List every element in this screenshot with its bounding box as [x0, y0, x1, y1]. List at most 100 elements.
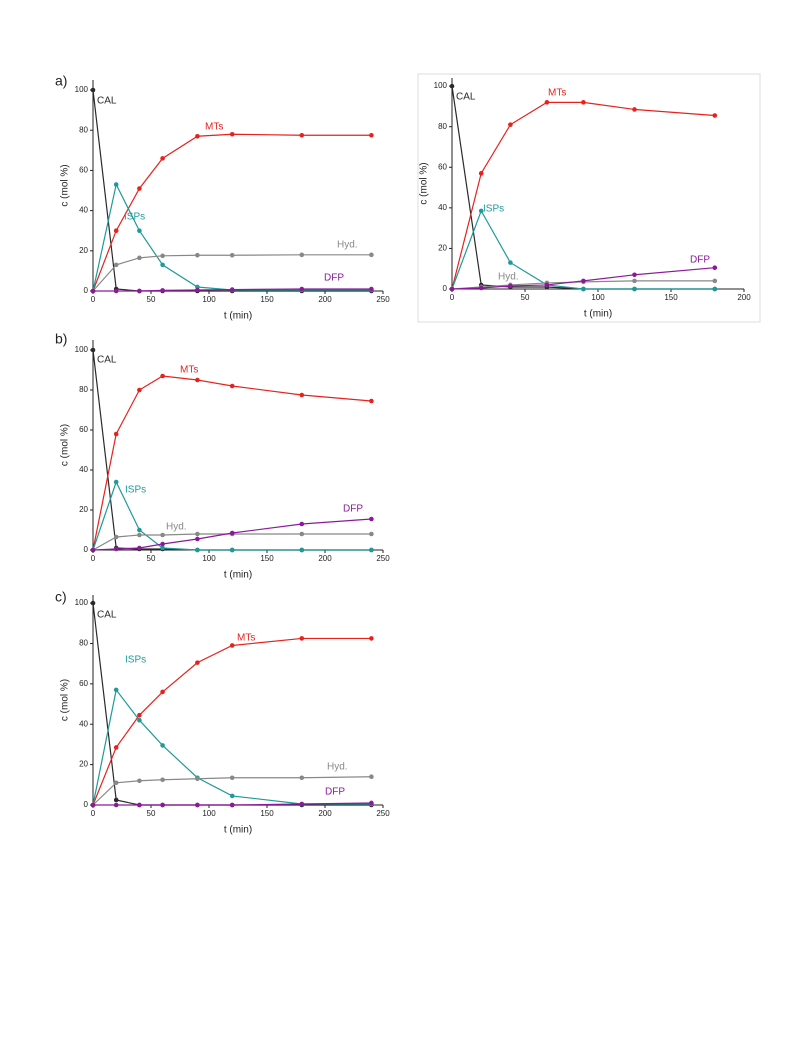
panel-label: b) [55, 331, 67, 347]
series-line [92, 603, 372, 806]
x-tick-label: 50 [147, 295, 156, 304]
y-axis-title: c (mol %) [60, 164, 71, 206]
series-label: Hyd. [166, 522, 187, 533]
data-point [195, 547, 200, 553]
data-point [299, 801, 305, 807]
data-point [137, 387, 142, 393]
y-tick-label: 80 [438, 122, 447, 131]
series-line [451, 209, 715, 290]
series-line [92, 375, 372, 551]
data-point [544, 282, 550, 288]
y-tick-label: 100 [434, 81, 448, 90]
y-tick-label: 20 [438, 244, 447, 253]
data-point [113, 262, 119, 268]
data-point [229, 802, 235, 808]
data-point [195, 531, 200, 537]
data-point [712, 286, 718, 292]
data-point [299, 547, 305, 553]
data-point [229, 530, 235, 536]
data-point [137, 545, 142, 551]
data-point [160, 262, 165, 268]
data-point [137, 712, 142, 718]
series-line [92, 518, 372, 551]
x-tick-label: 150 [260, 554, 274, 563]
series-label: DFP [690, 255, 710, 266]
data-point [195, 133, 200, 139]
data-point [195, 536, 200, 542]
data-point [299, 252, 305, 258]
x-tick-label: 200 [318, 809, 332, 818]
data-point [229, 547, 235, 553]
data-point [137, 717, 142, 723]
y-tick-label: 100 [75, 85, 89, 94]
series-label: Hyd. [498, 272, 519, 283]
series-label: ISPs [125, 485, 146, 496]
series-line [93, 802, 372, 806]
x-tick-label: 0 [91, 295, 96, 304]
y-tick-label: 40 [79, 206, 88, 215]
y-tick-label: 60 [79, 425, 88, 434]
data-point [449, 83, 455, 89]
series-label: ISPs [124, 212, 145, 223]
data-point [90, 347, 96, 353]
series-line [92, 688, 372, 806]
x-tick-label: 50 [521, 293, 530, 302]
data-point [160, 802, 165, 808]
series-label: CAL [456, 92, 476, 103]
data-point [369, 252, 374, 258]
series-line [92, 89, 372, 292]
y-tick-label: 60 [79, 679, 88, 688]
data-point [90, 547, 96, 553]
series-label: ISPs [483, 204, 504, 215]
series-label: Hyd. [337, 240, 358, 251]
data-point [299, 132, 305, 138]
y-tick-label: 0 [84, 800, 89, 809]
series-label: CAL [97, 610, 117, 621]
x-axis-title: t (min) [224, 311, 252, 322]
data-point [195, 776, 200, 782]
data-point [229, 287, 235, 292]
y-tick-label: 20 [79, 760, 88, 769]
data-point [632, 107, 637, 112]
y-tick-label: 60 [79, 166, 88, 175]
data-point [195, 660, 200, 665]
data-point [113, 288, 119, 294]
y-tick-label: 0 [84, 545, 89, 554]
data-point [508, 122, 513, 127]
data-point [369, 800, 374, 806]
data-point [195, 252, 200, 258]
y-tick-label: 100 [75, 345, 89, 354]
data-point [299, 531, 305, 537]
x-axis-title: t (min) [224, 825, 252, 836]
x-tick-label: 100 [591, 293, 605, 302]
data-point [137, 255, 142, 261]
data-point [508, 283, 513, 289]
data-point [90, 288, 96, 294]
data-point [369, 531, 374, 537]
y-tick-label: 40 [79, 719, 88, 728]
x-axis-title: t (min) [584, 309, 612, 320]
x-tick-label: 150 [260, 295, 274, 304]
x-tick-label: 0 [91, 809, 96, 818]
data-point [369, 774, 374, 780]
data-point [229, 775, 235, 781]
data-point [160, 777, 165, 783]
data-point [137, 532, 142, 538]
y-tick-label: 80 [79, 385, 88, 394]
series-label: DFP [324, 273, 344, 284]
data-point [195, 287, 200, 293]
data-point [229, 793, 235, 799]
data-point [160, 689, 165, 695]
x-tick-label: 100 [202, 809, 216, 818]
data-point [581, 286, 586, 292]
data-point [449, 286, 455, 292]
x-tick-label: 100 [202, 554, 216, 563]
data-point [632, 272, 637, 278]
y-tick-label: 0 [84, 286, 89, 295]
data-point [369, 286, 374, 292]
series-label: CAL [97, 96, 117, 107]
x-tick-label: 150 [664, 293, 678, 302]
data-point [544, 100, 550, 105]
x-tick-label: 250 [376, 809, 390, 818]
data-point [478, 171, 484, 176]
